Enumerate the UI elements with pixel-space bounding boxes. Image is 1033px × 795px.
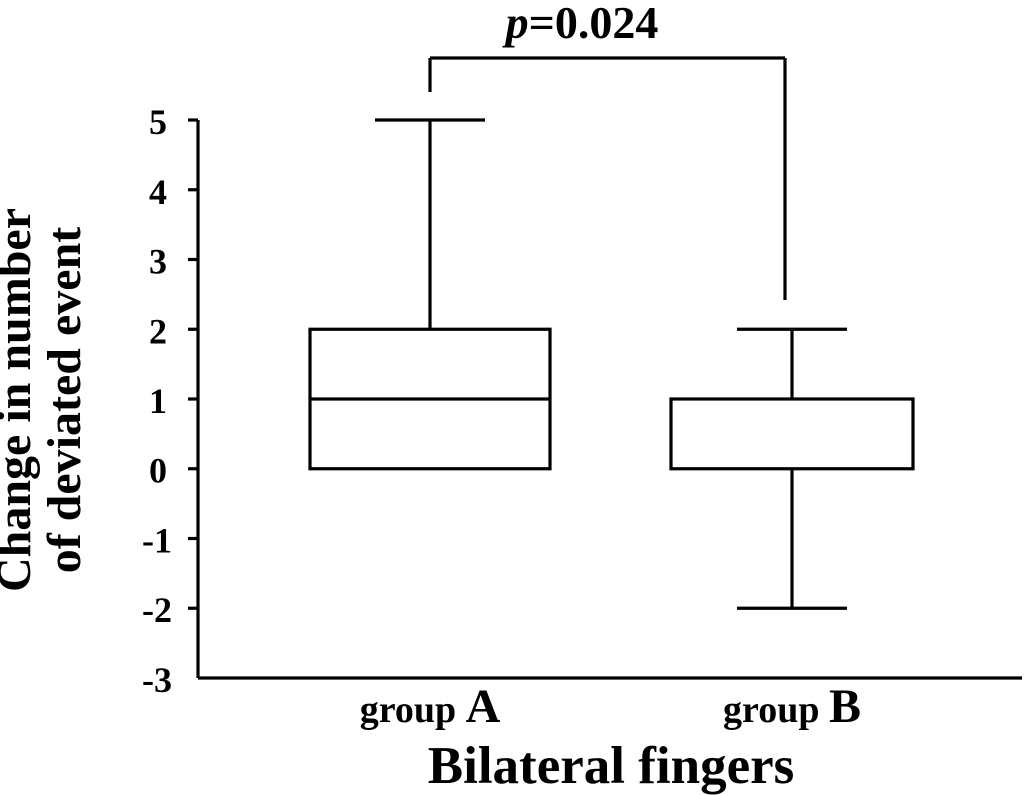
svg-text:2: 2 <box>149 312 167 352</box>
svg-text:p=0.024: p=0.024 <box>502 0 659 48</box>
svg-text:Change in number: Change in number <box>0 208 41 592</box>
svg-text:5: 5 <box>149 102 167 142</box>
svg-text:group A: group A <box>360 680 501 733</box>
svg-text:1: 1 <box>149 381 167 421</box>
svg-text:-1: -1 <box>142 521 172 561</box>
svg-text:4: 4 <box>149 172 167 212</box>
svg-text:3: 3 <box>149 242 167 282</box>
svg-text:-3: -3 <box>142 660 172 700</box>
svg-text:0: 0 <box>149 451 167 491</box>
svg-text:-2: -2 <box>142 590 172 630</box>
svg-text:group B: group B <box>723 680 861 733</box>
svg-text:of deviated event: of deviated event <box>38 227 91 574</box>
svg-text:Bilateral fingers: Bilateral fingers <box>428 737 795 795</box>
